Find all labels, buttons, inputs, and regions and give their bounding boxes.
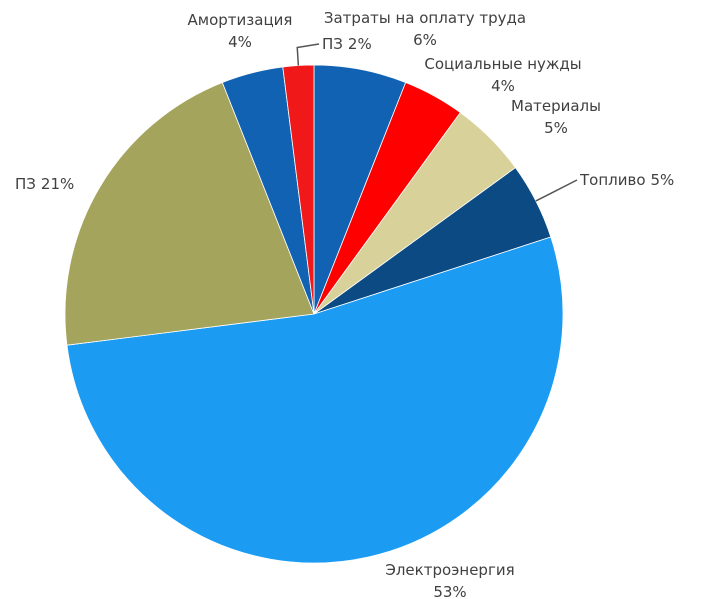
pie-slice xyxy=(66,236,564,564)
slice-label-value: 2% xyxy=(348,35,372,53)
leader-line xyxy=(296,43,320,66)
slice-label-name: Амортизация xyxy=(188,11,293,29)
slice-label-name: ПЗ xyxy=(15,175,36,193)
slice-label-value: 5% xyxy=(544,119,568,137)
slice-label: Электроэнергия 53% xyxy=(385,561,514,599)
slice-label-name: Электроэнергия xyxy=(385,561,514,579)
slice-label-name: ПЗ xyxy=(322,35,343,53)
slice-label-name: Социальные нужды xyxy=(424,55,581,73)
slice-label-value: 4% xyxy=(228,33,252,51)
slice-label-name: Материалы xyxy=(511,97,601,115)
slice-label: Топливо 5% xyxy=(579,171,674,189)
slice-label-name: Топливо xyxy=(579,171,646,189)
slice-label-value: 5% xyxy=(651,171,675,189)
slice-label: Социальные нужды 4% xyxy=(424,55,581,95)
slice-label-name: Затраты на оплату труда xyxy=(324,9,526,27)
slice-label: Амортизация 4% xyxy=(188,11,293,51)
slice-label: ПЗ 21% xyxy=(15,175,74,193)
slice-label: Затраты на оплату труда 6% xyxy=(324,9,526,49)
slice-label-value: 21% xyxy=(41,175,74,193)
leader-line xyxy=(535,179,578,202)
slice-label: ПЗ 2% xyxy=(322,35,372,53)
slice-label: Материалы 5% xyxy=(511,97,601,137)
slice-label-value: 4% xyxy=(491,77,515,95)
slice-label-value: 53% xyxy=(433,583,466,599)
slice-label-value: 6% xyxy=(413,31,437,49)
pie-slice xyxy=(64,81,315,346)
